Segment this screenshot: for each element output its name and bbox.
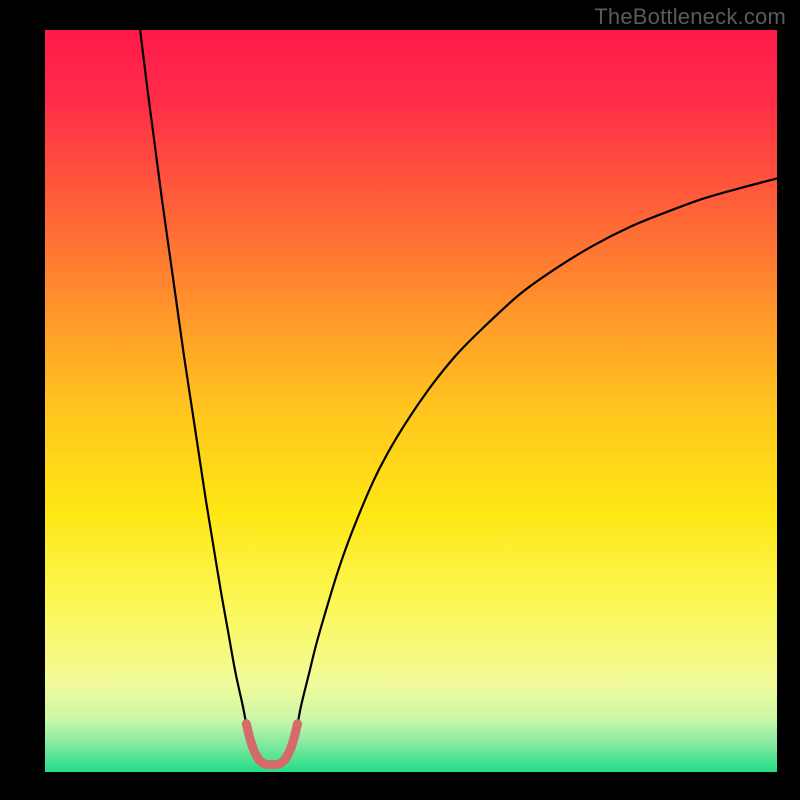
bottom-marker	[246, 724, 297, 765]
bottleneck-curve	[140, 30, 777, 765]
chart-curves-layer	[0, 0, 800, 800]
watermark-text: TheBottleneck.com	[594, 4, 786, 30]
